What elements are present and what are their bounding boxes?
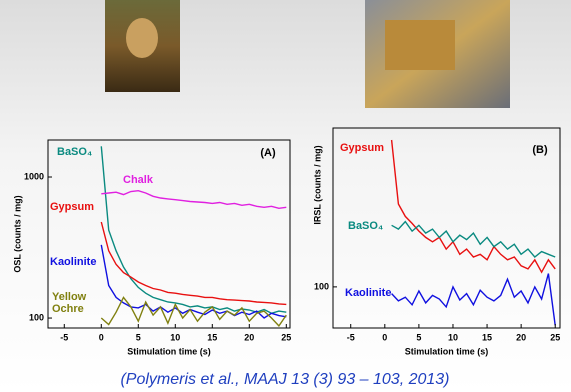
x-tick-label: 20 [244, 332, 254, 342]
chart: (Polymeris et al., MAAJ 13 (3) 93 – 103,… [0, 0, 571, 392]
y-axis-title: IRSL (counts / mg) [312, 145, 322, 224]
x-tick-label: 10 [448, 332, 458, 342]
series-label: BaSO₄ [57, 146, 99, 158]
series-line [101, 191, 286, 209]
series-label: BaSO₄ [348, 220, 390, 232]
y-tick-label: 1000 [24, 171, 44, 181]
x-tick-label: 5 [136, 332, 141, 342]
series-label: Gypsum [340, 142, 382, 154]
panel-title: (B) [532, 144, 548, 156]
x-tick-label: 25 [281, 332, 291, 342]
photo-detail [126, 18, 158, 58]
x-tick-label: 5 [416, 332, 421, 342]
x-tick-label: -5 [347, 332, 355, 342]
x-tick-label: 0 [99, 332, 104, 342]
series-line [101, 222, 286, 304]
x-axis-title: Stimulation time (s) [405, 346, 489, 356]
x-tick-label: 25 [550, 332, 560, 342]
y-tick-label: 100 [29, 312, 44, 322]
series-label: Chalk [123, 174, 165, 186]
series-line [392, 274, 556, 326]
series-label: Gypsum [50, 201, 92, 213]
citation: (Polymeris et al., MAAJ 13 (3) 93 – 103,… [120, 371, 449, 388]
y-axis-title: OSL (counts / mg) [12, 195, 22, 272]
series-label: Yellow Ochre [52, 291, 94, 315]
series-line [392, 222, 556, 257]
series-line [101, 146, 286, 313]
x-tick-label: 10 [170, 332, 180, 342]
slide: (Polymeris et al., MAAJ 13 (3) 93 – 103,… [0, 0, 571, 392]
series-label: Kaolinite [50, 256, 92, 268]
x-tick-label: 20 [516, 332, 526, 342]
panel-title: (A) [260, 147, 276, 159]
x-axis-title: Stimulation time (s) [127, 346, 211, 356]
x-tick-label: 15 [207, 332, 217, 342]
x-tick-label: 15 [482, 332, 492, 342]
photo-detail [385, 20, 455, 70]
x-tick-label: -5 [60, 332, 68, 342]
series-label: Kaolinite [345, 287, 387, 299]
x-tick-label: 0 [382, 332, 387, 342]
y-tick-label: 100 [314, 281, 329, 291]
